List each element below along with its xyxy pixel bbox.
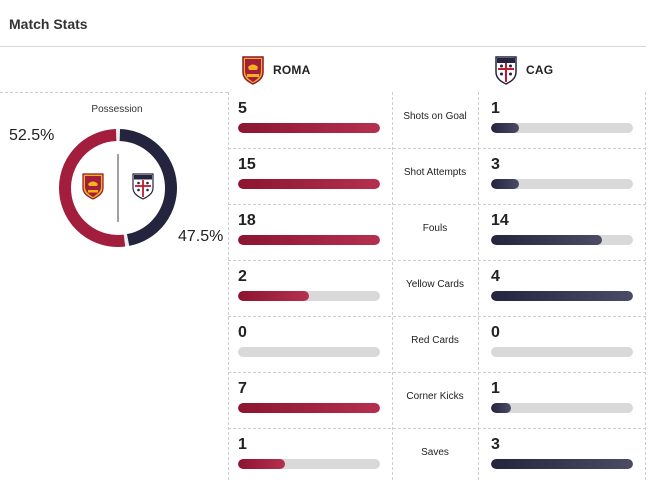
away-stat-bar xyxy=(491,347,633,357)
away-team-name: CAG xyxy=(526,63,554,77)
away-stat-value: 3 xyxy=(491,436,500,453)
stat-row: 0 Red Cards 0 xyxy=(228,316,646,372)
stat-label: Shots on Goal xyxy=(403,111,467,122)
home-stat-value: 18 xyxy=(238,212,256,229)
home-stat-bar xyxy=(238,123,380,133)
row-divider xyxy=(228,260,646,261)
away-stat-value: 14 xyxy=(491,212,509,229)
row-divider xyxy=(228,372,646,373)
stat-row: 15 Shot Attempts 3 xyxy=(228,148,646,204)
home-stat-bar-fill xyxy=(238,403,380,413)
grid-line xyxy=(392,92,393,480)
away-team-header: CAG xyxy=(494,54,553,86)
stat-label: Red Cards xyxy=(411,335,459,346)
home-stat-bar-fill xyxy=(238,459,285,469)
home-stat-bar xyxy=(238,347,380,357)
home-stat-value: 1 xyxy=(238,436,247,453)
stat-row: 1 Saves 3 xyxy=(228,428,646,480)
roma-crest-icon xyxy=(242,56,264,85)
home-stat-value: 5 xyxy=(238,100,247,117)
home-stat-bar xyxy=(238,459,380,469)
home-stat-bar xyxy=(238,235,380,245)
home-possession-pct: 52.5% xyxy=(9,127,55,144)
home-team-name: ROMA xyxy=(273,63,311,77)
home-stat-bar xyxy=(238,179,380,189)
row-divider xyxy=(228,148,646,149)
away-possession-pct: 47.5% xyxy=(178,228,224,245)
home-stat-bar-fill xyxy=(238,123,380,133)
stat-label: Shot Attempts xyxy=(403,167,467,178)
stat-row: 7 Corner Kicks 1 xyxy=(228,372,646,428)
away-stat-bar xyxy=(491,291,633,301)
grid-line xyxy=(478,92,479,480)
home-stat-value: 2 xyxy=(238,268,247,285)
away-stat-value: 4 xyxy=(491,268,500,285)
stat-label: Saves xyxy=(421,447,449,458)
away-stat-bar-fill xyxy=(491,123,520,133)
cagliari-crest-icon xyxy=(132,173,154,200)
home-stat-bar xyxy=(238,291,380,301)
away-stat-value: 3 xyxy=(491,156,500,173)
away-stat-bar xyxy=(491,403,633,413)
roma-crest-icon xyxy=(82,173,104,200)
grid-line xyxy=(228,92,229,480)
away-stat-bar-fill xyxy=(491,235,602,245)
home-stat-bar xyxy=(238,403,380,413)
possession-label: Possession xyxy=(91,104,143,115)
home-stat-value: 0 xyxy=(238,324,247,341)
home-stat-bar-fill xyxy=(238,291,309,301)
away-stat-bar-fill xyxy=(491,403,511,413)
stat-label: Fouls xyxy=(422,223,448,234)
away-stat-value: 0 xyxy=(491,324,500,341)
home-stat-bar-fill xyxy=(238,179,380,189)
stat-row: 18 Fouls 14 xyxy=(228,204,646,260)
away-stat-bar-fill xyxy=(491,459,633,469)
home-stat-bar-fill xyxy=(238,235,380,245)
match-stats-title: Match Stats xyxy=(9,16,88,32)
away-stat-bar xyxy=(491,123,633,133)
stat-row: 5 Shots on Goal 1 xyxy=(228,92,646,148)
away-stat-value: 1 xyxy=(491,100,500,117)
away-stat-bar xyxy=(491,235,633,245)
away-stat-value: 1 xyxy=(491,380,500,397)
home-stat-value: 15 xyxy=(238,156,256,173)
away-stat-bar xyxy=(491,179,633,189)
grid-line xyxy=(645,92,646,480)
cagliari-crest-icon xyxy=(495,56,517,85)
grid-line xyxy=(0,92,228,93)
away-possession-arc xyxy=(119,129,177,246)
stat-row: 2 Yellow Cards 4 xyxy=(228,260,646,316)
home-stat-value: 7 xyxy=(238,380,247,397)
header-divider xyxy=(0,46,646,47)
stat-label: Yellow Cards xyxy=(406,279,464,290)
home-team-header: ROMA xyxy=(241,54,310,86)
possession-donut xyxy=(59,129,177,247)
home-possession-arc xyxy=(59,129,126,247)
stat-label: Corner Kicks xyxy=(406,391,464,402)
row-divider xyxy=(228,316,646,317)
row-divider xyxy=(228,204,646,205)
away-stat-bar-fill xyxy=(491,179,520,189)
away-stat-bar-fill xyxy=(491,291,633,301)
away-stat-bar xyxy=(491,459,633,469)
row-divider xyxy=(228,428,646,429)
